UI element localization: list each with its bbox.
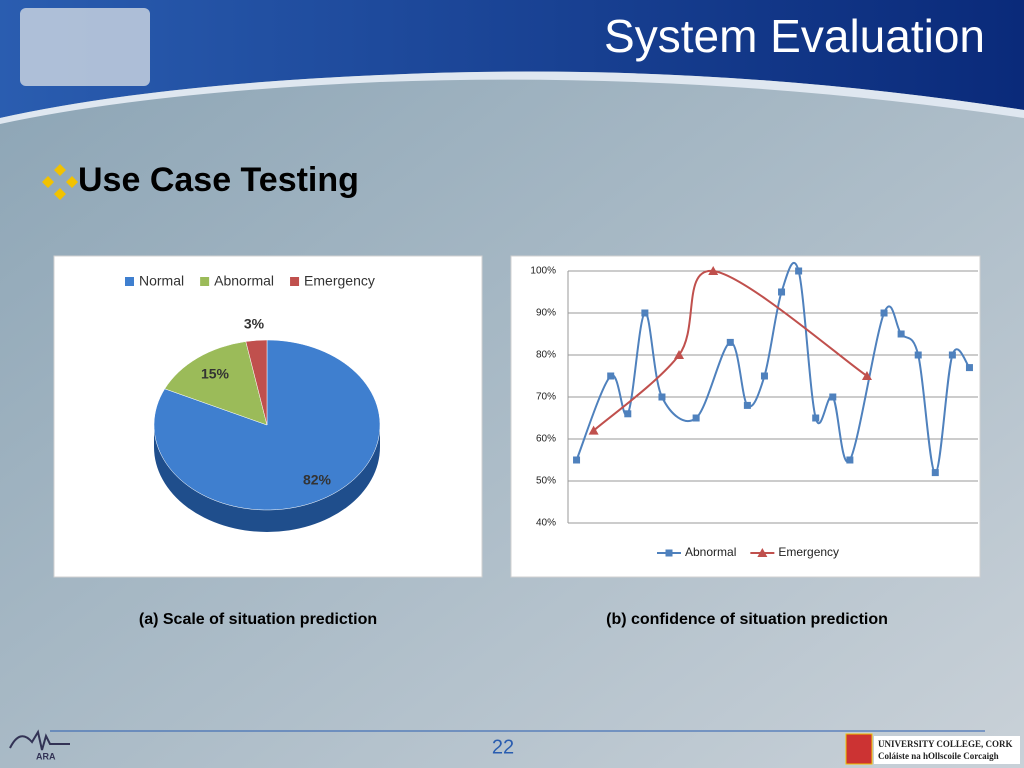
header-edge bbox=[0, 71, 1024, 124]
marker bbox=[795, 267, 803, 275]
y-tick-label: 70% bbox=[536, 392, 556, 403]
marker bbox=[641, 309, 649, 317]
legend-label: Emergency bbox=[304, 273, 375, 289]
pie-slice bbox=[245, 339, 268, 426]
line-chart-box bbox=[510, 255, 981, 578]
marker bbox=[948, 351, 956, 359]
marker bbox=[760, 372, 768, 380]
marker bbox=[931, 469, 939, 477]
marker bbox=[708, 266, 719, 275]
marker bbox=[880, 309, 888, 317]
pie-slice bbox=[164, 341, 268, 426]
legend-label: Abnormal bbox=[214, 273, 274, 289]
caption: (b) confidence of situation prediction bbox=[606, 611, 888, 628]
marker bbox=[778, 288, 786, 296]
marker bbox=[692, 414, 700, 422]
legend-label: Abnormal bbox=[685, 545, 736, 559]
bullet-icon bbox=[42, 164, 78, 200]
marker bbox=[624, 410, 632, 418]
left-logo bbox=[9, 729, 70, 751]
right-logo-bg bbox=[874, 736, 1020, 764]
data-label: 3% bbox=[244, 316, 265, 332]
left-logo-text: ARA bbox=[36, 751, 56, 761]
header-band bbox=[0, 0, 1024, 118]
caption: (a) Scale of situation prediction bbox=[139, 611, 377, 628]
line-chart: 40% 50% 60% 70% 80% 90% 100% Abnormal Emergency bbox=[530, 262, 978, 559]
right-logo-text: UNIVERSITY COLLEGE, CORK bbox=[878, 739, 1012, 749]
y-tick-label: 80% bbox=[536, 350, 556, 361]
y-tick-label: 40% bbox=[536, 518, 556, 529]
slide-title: System Evaluation bbox=[604, 10, 985, 62]
marker bbox=[607, 372, 615, 380]
data-label: 82% bbox=[303, 472, 332, 488]
crest bbox=[845, 733, 873, 765]
marker bbox=[674, 350, 685, 359]
marker bbox=[658, 393, 666, 401]
marker bbox=[573, 456, 581, 464]
legend-marker bbox=[757, 548, 768, 557]
y-tick-label: 60% bbox=[536, 434, 556, 445]
marker bbox=[846, 456, 854, 464]
y-tick-label: 50% bbox=[536, 476, 556, 487]
y-tick-label: 100% bbox=[530, 266, 556, 277]
marker bbox=[829, 393, 837, 401]
marker bbox=[588, 425, 599, 435]
pie: Normal Abnormal Emergency 82% 15% 3% bbox=[125, 273, 381, 511]
marker bbox=[897, 330, 905, 338]
y-tick-label: 90% bbox=[536, 308, 556, 319]
pie-side bbox=[154, 425, 380, 532]
series-line bbox=[592, 269, 868, 432]
page-number: 22 bbox=[492, 736, 514, 758]
legend-swatch bbox=[125, 277, 134, 286]
marker bbox=[726, 338, 734, 346]
legend-label: Normal bbox=[139, 273, 184, 289]
marker bbox=[965, 364, 973, 372]
marker bbox=[861, 371, 872, 380]
marker bbox=[812, 414, 820, 422]
header-image bbox=[20, 8, 150, 86]
right-logo-text: Coláiste na hOllscoile Corcaigh bbox=[878, 751, 999, 761]
marker bbox=[914, 351, 922, 359]
legend-marker bbox=[665, 549, 673, 557]
marker bbox=[743, 401, 751, 409]
legend-label: Emergency bbox=[778, 545, 839, 559]
legend-swatch bbox=[200, 277, 210, 286]
bullet-text: Use Case Testing bbox=[78, 161, 359, 199]
legend-swatch bbox=[290, 277, 300, 286]
data-label: 15% bbox=[201, 366, 230, 382]
